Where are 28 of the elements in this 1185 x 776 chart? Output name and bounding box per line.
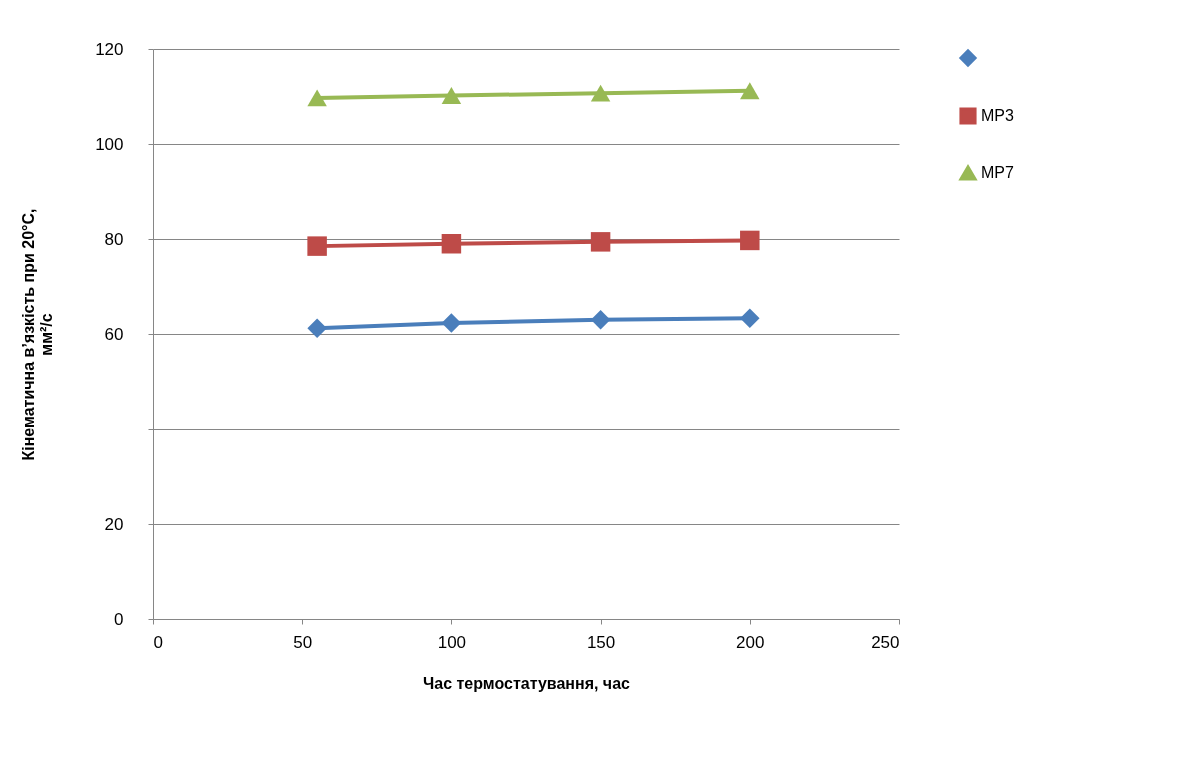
y-tick-label: 20 (104, 514, 124, 534)
y-tick-label: 0 (114, 609, 124, 629)
legend-label: МР7 (981, 164, 1014, 181)
point (590, 232, 611, 252)
x-tick-label: 200 (736, 632, 765, 652)
point (441, 87, 462, 104)
legend-label: МР3 (981, 107, 1014, 124)
point (740, 82, 760, 100)
point (307, 318, 327, 339)
point (590, 84, 611, 102)
point (307, 236, 327, 256)
x-tick-label: 100 (437, 632, 467, 652)
y-tick-label: 120 (95, 39, 124, 59)
point (441, 234, 462, 254)
y-tick-label: 60 (104, 324, 124, 344)
x-tick-label: 150 (586, 632, 616, 652)
point (441, 313, 462, 333)
x-tick-label: 50 (293, 632, 313, 652)
x-tick-label: 0 (153, 632, 163, 652)
x-axis-title: Час термостатування, час (423, 674, 631, 692)
point (740, 230, 760, 251)
y-axis-title: Кінематична в’язкість при 20°С, мм²/с (20, 208, 56, 461)
point (590, 310, 611, 330)
y-tick-label: 80 (104, 229, 124, 249)
point (307, 89, 327, 107)
x-tick-label: 250 (871, 632, 900, 652)
y-tick-label: 100 (95, 134, 124, 154)
point (740, 308, 760, 329)
